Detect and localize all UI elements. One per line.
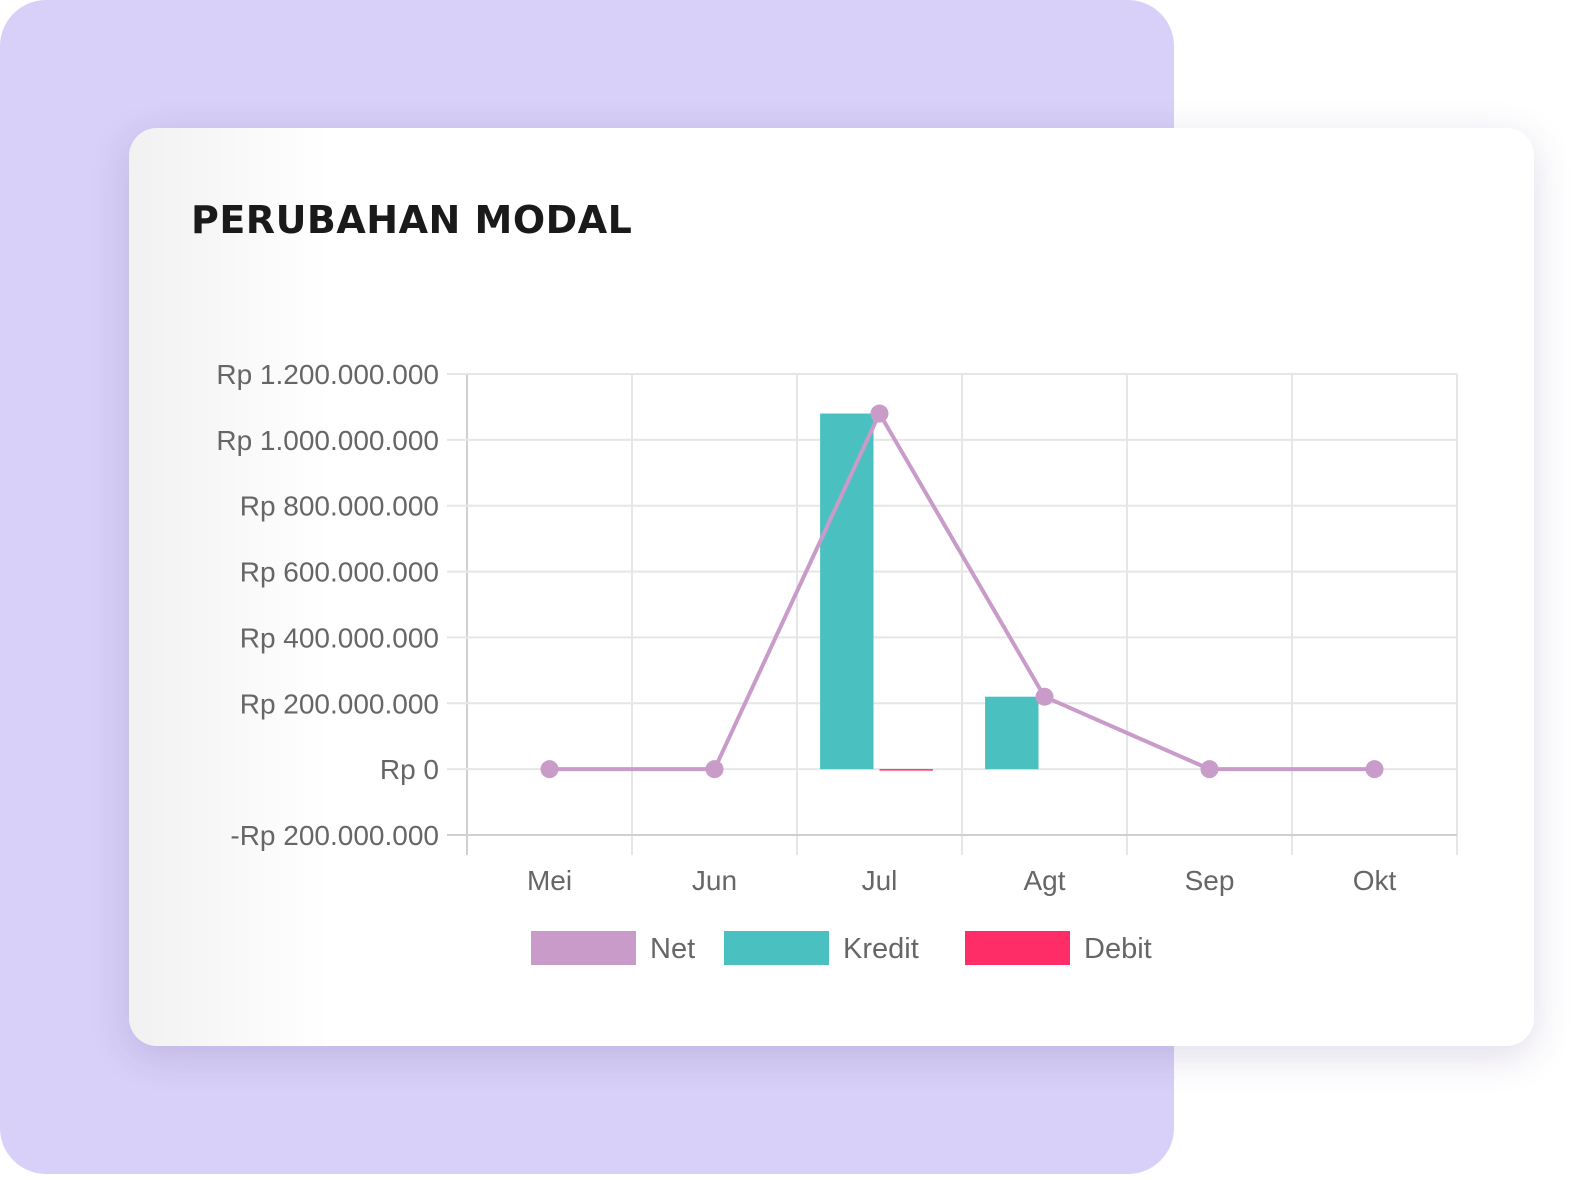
y-tick-label: Rp 800.000.000 [240, 491, 439, 522]
chart-title: PERUBAHAN MODAL [191, 198, 633, 242]
y-tick-label: Rp 1.200.000.000 [216, 359, 439, 390]
x-tick-label: Jul [862, 865, 898, 896]
bar-kredit [985, 696, 1039, 770]
x-tick-label: Jun [692, 865, 737, 896]
y-tick-label: Rp 400.000.000 [240, 622, 439, 653]
point-net [540, 760, 559, 779]
y-tick-label: Rp 0 [380, 754, 439, 785]
y-tick-label: -Rp 200.000.000 [230, 820, 439, 851]
legend-label-kredit: Kredit [843, 933, 919, 965]
legend-label-debit: Debit [1084, 933, 1152, 965]
x-tick-label: Mei [527, 865, 572, 896]
line-net [549, 411, 1375, 772]
bar-kredit [820, 413, 874, 770]
y-tick-label: Rp 200.000.000 [240, 688, 439, 719]
bar-debit [879, 769, 933, 771]
x-tick-label: Okt [1353, 865, 1397, 896]
x-tick-label: Sep [1185, 865, 1235, 896]
legend-swatch-debit [965, 931, 1070, 965]
point-net [1365, 760, 1384, 779]
legend-swatch-net [531, 931, 636, 965]
point-net [705, 760, 724, 779]
point-net [1035, 687, 1054, 706]
legend-swatch-kredit [724, 931, 829, 965]
point-net [870, 404, 889, 423]
x-tick-label: Agt [1023, 865, 1065, 896]
chart-card: PERUBAHAN MODAL Rp 1.200.000.000 Rp 1.000… [129, 128, 1534, 1046]
point-net [1200, 760, 1219, 779]
capital-change-chart: Rp 1.200.000.000 Rp 1.000.000.000 Rp 800.0… [216, 359, 1458, 965]
y-tick-label: Rp 1.000.000.000 [216, 425, 439, 456]
y-tick-label: Rp 600.000.000 [240, 557, 439, 588]
legend-label-net: Net [650, 933, 695, 965]
